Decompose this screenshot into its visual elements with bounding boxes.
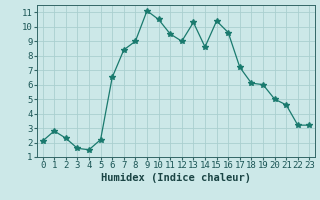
X-axis label: Humidex (Indice chaleur): Humidex (Indice chaleur) <box>101 173 251 183</box>
